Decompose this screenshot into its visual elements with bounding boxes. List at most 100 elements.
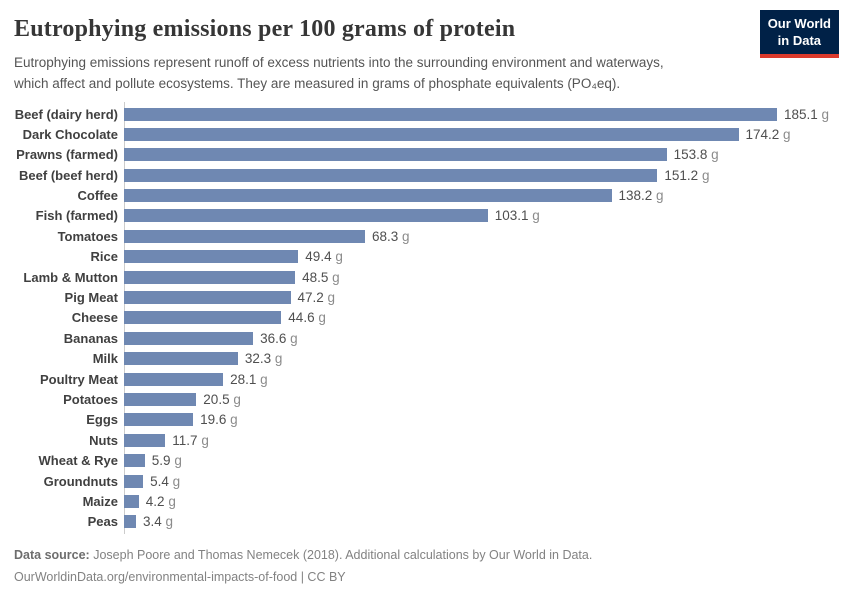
value-label: 4.2 g: [145, 493, 176, 509]
category-label: Dark Chocolate: [22, 126, 118, 142]
bar-track: 103.1 g: [124, 208, 850, 224]
bar-row: Eggs 19.6 g: [0, 410, 850, 430]
bar[interactable]: [124, 331, 254, 345]
value-label: 153.8 g: [673, 147, 719, 163]
value-label: 49.4 g: [305, 249, 343, 265]
value-label: 5.4 g: [150, 473, 181, 489]
bar-row: Cheese 44.6 g: [0, 308, 850, 328]
bar-row: Beef (beef herd) 151.2 g: [0, 165, 850, 185]
logo-line-2: in Data: [777, 32, 822, 48]
bar[interactable]: [124, 168, 658, 182]
category-label: Eggs: [86, 412, 118, 428]
value-label: 68.3 g: [372, 228, 410, 244]
bar-track: 174.2 g: [124, 128, 850, 141]
value-label: 174.2 g: [745, 126, 791, 142]
bar[interactable]: [124, 454, 145, 468]
bar-row: Potatoes 20.5 g: [0, 389, 850, 409]
category-label: Pig Meat: [64, 290, 118, 306]
bar-track: 47.2 g: [124, 291, 850, 304]
bar[interactable]: [124, 229, 365, 243]
bar-track: 48.5 g: [124, 269, 850, 285]
bar[interactable]: [124, 250, 299, 264]
category-label: Beef (beef herd): [19, 167, 118, 183]
category-label: Wheat & Rye: [38, 453, 118, 469]
bar-row: Maize 4.2 g: [0, 491, 850, 511]
bar-chart: Beef (dairy herd) 185.1 g Dark Chocolate 17…: [0, 101, 850, 535]
bar-row: Groundnuts 5.4 g: [0, 471, 850, 491]
bar-row: Bananas 36.6 g: [0, 328, 850, 348]
bar-row: Rice 49.4 g: [0, 247, 850, 267]
value-label: 47.2 g: [297, 290, 336, 306]
category-label: Nuts: [89, 432, 118, 448]
value-label: 103.1 g: [494, 208, 540, 224]
bar[interactable]: [124, 291, 291, 305]
data-source-line: Data source: Joseph Poore and Thomas Nem…: [14, 545, 836, 567]
value-label: 19.6 g: [200, 412, 238, 428]
bar-row: Dark Chocolate 174.2 g: [0, 124, 850, 144]
bar-track: 49.4 g: [124, 249, 850, 265]
bar-row: Milk 32.3 g: [0, 349, 850, 369]
title-block: Eutrophying emissions per 100 grams of p…: [14, 10, 664, 95]
bar[interactable]: [124, 107, 777, 121]
bar[interactable]: [124, 127, 739, 141]
bar-track: 11.7 g: [124, 434, 850, 447]
chart-footer: Data source: Joseph Poore and Thomas Nem…: [0, 532, 850, 589]
value-label: 138.2 g: [618, 188, 664, 204]
value-label: 32.3 g: [244, 351, 283, 367]
bar-row: Poultry Meat 28.1 g: [0, 369, 850, 389]
category-label: Potatoes: [63, 392, 118, 407]
category-label: Fish (farmed): [35, 208, 118, 224]
bar[interactable]: [124, 494, 139, 508]
category-label: Poultry Meat: [39, 371, 118, 387]
bar[interactable]: [124, 474, 144, 488]
bar[interactable]: [124, 311, 282, 325]
page-title: Eutrophying emissions per 100 grams of p…: [14, 16, 516, 42]
category-label: Coffee: [77, 188, 118, 204]
subtitle-line-1: Eutrophying emissions represent runoff o…: [14, 55, 664, 70]
license-url-link[interactable]: OurWorldinData.org/environmental-impacts…: [14, 569, 346, 584]
category-label: Bananas: [63, 330, 118, 346]
value-label: 48.5 g: [302, 269, 340, 285]
chart-header: Eutrophying emissions per 100 grams of p…: [0, 0, 850, 95]
bar[interactable]: [124, 372, 224, 386]
bar-track: 44.6 g: [124, 311, 850, 325]
value-label: 185.1 g: [784, 106, 830, 122]
value-label: 151.2 g: [664, 167, 710, 183]
bar[interactable]: [124, 148, 667, 162]
bar-row: Peas 3.4 g: [0, 512, 850, 532]
data-source-text: Joseph Poore and Thomas Nemecek (2018). …: [93, 548, 593, 563]
category-label: Lamb & Mutton: [23, 269, 118, 285]
bar-row: Pig Meat 47.2 g: [0, 287, 850, 307]
bar[interactable]: [124, 393, 197, 406]
bar-track: 28.1 g: [124, 371, 850, 387]
bar-track: 68.3 g: [124, 230, 850, 243]
bar-track: 153.8 g: [124, 147, 850, 163]
bar-track: 4.2 g: [124, 495, 850, 508]
bar[interactable]: [124, 413, 194, 427]
category-label: Prawns (farmed): [16, 147, 118, 163]
bar[interactable]: [124, 433, 166, 447]
category-label: Cheese: [71, 310, 118, 326]
value-label: 3.4 g: [143, 514, 174, 530]
category-label: Rice: [90, 249, 118, 265]
bar-row: Beef (dairy herd) 185.1 g: [0, 104, 850, 124]
bar[interactable]: [124, 352, 238, 366]
bar[interactable]: [124, 209, 488, 223]
owid-logo[interactable]: Our World in Data: [759, 10, 839, 58]
bar-row: Fish (farmed) 103.1 g: [0, 206, 850, 226]
bar[interactable]: [124, 270, 296, 284]
bar-row: Tomatoes 68.3 g: [0, 226, 850, 246]
bar-track: 3.4 g: [124, 514, 850, 530]
bar-row: Nuts 11.7 g: [0, 430, 850, 450]
bar-row: Coffee 138.2 g: [0, 185, 850, 205]
bar-row: Lamb & Mutton 48.5 g: [0, 267, 850, 287]
bar[interactable]: [124, 515, 136, 529]
bar-track: 5.9 g: [124, 454, 850, 467]
bar[interactable]: [124, 189, 612, 203]
subtitle-line-2: which affect and pollute ecosystems. The…: [14, 75, 621, 91]
chart-subtitle: Eutrophying emissions represent runoff o…: [14, 53, 664, 95]
bar-track: 19.6 g: [124, 412, 850, 428]
category-label: Groundnuts: [43, 473, 118, 489]
value-label: 28.1 g: [230, 371, 268, 387]
